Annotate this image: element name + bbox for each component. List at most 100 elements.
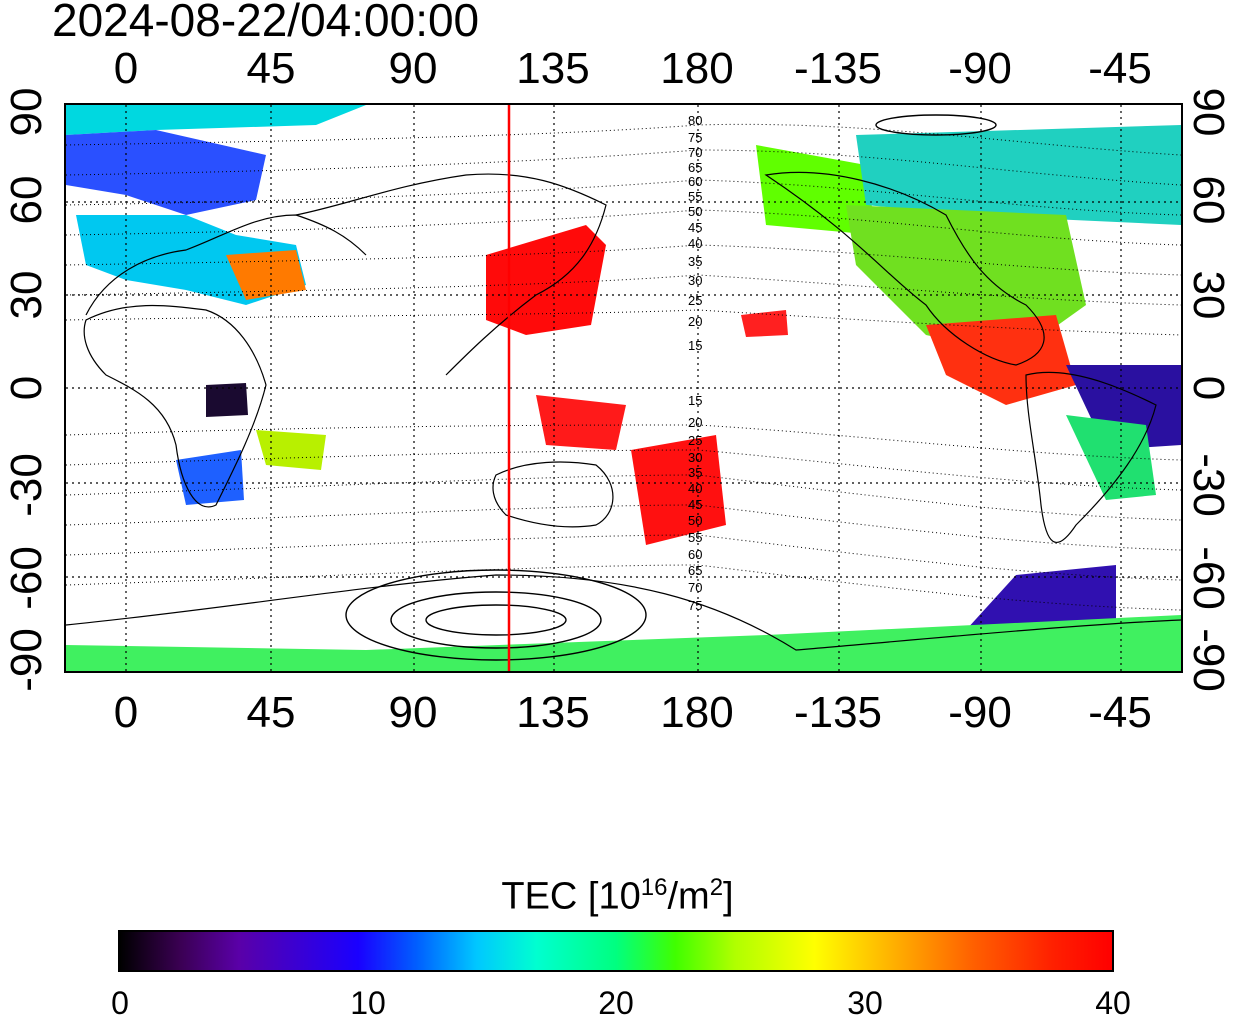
tec-patch-alaska: [756, 145, 876, 235]
contour-label-north: 40: [688, 236, 702, 251]
contour-label-south: 45: [688, 497, 702, 512]
magnetic-pole-contours: [345, 114, 997, 661]
lat-tick-right: -30: [1184, 453, 1233, 517]
lon-tick-top: 45: [246, 44, 296, 93]
contour-label-north: 70: [688, 145, 702, 160]
contour-label-south: 50: [688, 513, 702, 528]
lat-tick-right: 0: [1184, 375, 1233, 401]
lon-tick-top: -45: [1088, 44, 1152, 93]
lon-tick-bottom: 135: [516, 688, 590, 737]
lon-tick-bottom: 90: [388, 688, 438, 737]
tec-patch-pacific-island: [741, 310, 788, 337]
lat-tick-left: 60: [2, 175, 51, 225]
tec-patches: [66, 105, 1181, 671]
tec-patch-canada: [856, 125, 1181, 225]
lon-tick-bottom: 180: [660, 688, 734, 737]
contour-label-south: 25: [688, 433, 702, 448]
tec-patch-east-africa: [256, 430, 326, 470]
lon-tick-top: 135: [516, 44, 590, 93]
lon-tick-top: -135: [793, 44, 883, 93]
tec-patch-china-japan: [486, 225, 606, 335]
lon-tick-bottom: -90: [948, 688, 1012, 737]
contour-label-south: 75: [688, 598, 702, 613]
colorbar-title-exponent: 16: [640, 874, 668, 901]
tec-patch-drake: [966, 565, 1116, 630]
lon-tick-bottom: -135: [793, 688, 883, 737]
map-frame: 80 75 70 65 60 55 50 45 40 35 30 25 20 1…: [64, 103, 1183, 673]
lat-tick-left: -30: [2, 453, 51, 517]
colorbar-tick: 40: [1095, 985, 1131, 1021]
contour-label-south: 60: [688, 547, 702, 562]
contour-label-north: 45: [688, 220, 702, 235]
lon-tick-top: 0: [113, 44, 139, 93]
tec-patch-south-africa: [176, 450, 244, 505]
tec-patch-africa-dark: [206, 383, 248, 417]
lat-tick-left: -60: [2, 546, 51, 610]
colorbar-title-unit-exponent: 2: [709, 874, 724, 901]
colorbar-title-prefix: TEC [10: [501, 875, 641, 918]
lon-tick-top: 90: [388, 44, 438, 93]
tec-patch-antarctic: [66, 615, 1181, 671]
contour-label-south: 70: [688, 580, 702, 595]
contour-label-south: 35: [688, 465, 702, 480]
tec-patch-indonesia: [536, 395, 626, 450]
colorbar: [118, 930, 1114, 972]
colorbar-tick: 10: [350, 985, 386, 1021]
contour-label-north: 75: [688, 130, 702, 145]
lat-tick-right: 60: [1184, 175, 1233, 225]
contour-label-south: 20: [688, 415, 702, 430]
contour-label-south: 40: [688, 481, 702, 496]
lat-tick-left: 90: [2, 87, 51, 137]
colorbar-tick: 20: [598, 985, 634, 1021]
contour-label-south: 15: [688, 393, 702, 408]
contour-label-north: 55: [688, 189, 702, 204]
contour-label-north: 30: [688, 273, 702, 288]
tec-patch-middle-east: [226, 250, 306, 300]
lat-tick-left: 30: [2, 270, 51, 320]
coast-europe: [85, 214, 367, 316]
tec-patch-europe-north: [66, 130, 266, 215]
coast-north-america: [764, 171, 1045, 366]
lon-tick-bottom: 0: [113, 688, 139, 737]
contour-label-north: 20: [688, 314, 702, 329]
contour-label-south: 65: [688, 563, 702, 578]
lat-tick-left: 0: [2, 375, 51, 401]
magnetic-contours: [66, 123, 1181, 611]
contour-label-north: 65: [688, 160, 702, 175]
lon-tick-top: 180: [660, 44, 734, 93]
coast-africa: [83, 304, 267, 508]
lat-tick-right: 30: [1184, 270, 1233, 320]
map-timestamp: 2024-08-22/04:00:00: [52, 0, 480, 46]
coast-south-america: [1025, 371, 1157, 544]
contour-label-north: 60: [688, 174, 702, 189]
coastlines: [66, 171, 1181, 651]
tec-patch-central-america: [926, 315, 1076, 405]
lat-tick-right: -60: [1184, 546, 1233, 610]
colorbar-title-suffix: ]: [723, 875, 734, 918]
lon-tick-top: -90: [948, 44, 1012, 93]
contour-label-south: 30: [688, 450, 702, 465]
colorbar-tick: 30: [847, 985, 883, 1021]
lon-tick-bottom: -45: [1088, 688, 1152, 737]
lat-tick-left: -90: [2, 628, 51, 692]
colorbar-title: TEC [1016/m2]: [0, 866, 1235, 919]
colorbar-title-unit: /m: [667, 875, 710, 918]
lat-tick-right: 90: [1184, 87, 1233, 137]
colorbar-tick: 0: [111, 985, 129, 1021]
contour-label-north: 80: [688, 113, 702, 128]
coast-antarctica: [66, 574, 1181, 651]
contour-label-south: 55: [688, 530, 702, 545]
graticule: [66, 105, 1181, 671]
tec-patch-australia: [631, 435, 726, 545]
coast-asia: [295, 173, 607, 376]
tec-patch-south-america-north: [1066, 365, 1181, 450]
tec-map: 80 75 70 65 60 55 50 45 40 35 30 25 20 1…: [66, 105, 1181, 671]
contour-label-north: 15: [688, 338, 702, 353]
lon-tick-bottom: 45: [246, 688, 296, 737]
lat-tick-right: -90: [1184, 628, 1233, 692]
coast-australia: [492, 461, 614, 528]
tec-patch-south-america: [1066, 415, 1156, 500]
contour-label-north: 25: [688, 293, 702, 308]
contour-label-north: 35: [688, 254, 702, 269]
contour-label-north: 50: [688, 204, 702, 219]
